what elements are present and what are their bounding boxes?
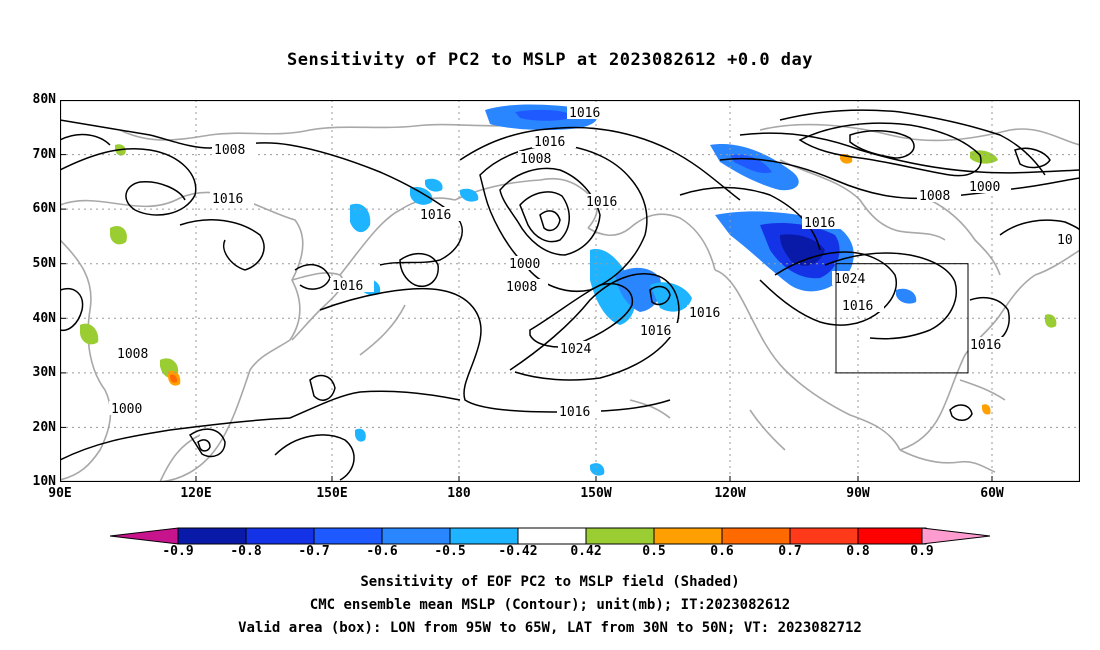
axis-ticks xyxy=(60,100,993,482)
colorbar-tick-label: -0.8 xyxy=(230,544,262,559)
colorbar-low-arrow xyxy=(110,528,178,544)
contour-label: 10 xyxy=(1057,233,1073,248)
shaded-sensitivity xyxy=(80,104,1057,476)
colorbar-cell xyxy=(381,527,451,545)
lon-label-150e: 150E xyxy=(316,486,348,501)
map-frame xyxy=(60,100,1080,482)
colorbar-tick-label: 0.5 xyxy=(642,544,666,559)
contour-label: 1008 xyxy=(520,152,551,167)
colorbar-tick-label: 0.7 xyxy=(778,544,802,559)
contour-label: 1008 xyxy=(117,347,148,362)
footer-line-1: Sensitivity of EOF PC2 to MSLP field (Sh… xyxy=(360,574,740,590)
contour-label: 1016 xyxy=(569,106,600,121)
colorbar-tick-label: 0.9 xyxy=(910,544,934,559)
contour-label: 1008 xyxy=(919,189,950,204)
contour-label: 1016 xyxy=(559,405,590,420)
lon-label-60w: 60W xyxy=(980,486,1004,501)
contour-label: 1016 xyxy=(640,324,671,339)
colorbar-tick-label: -0.5 xyxy=(434,544,466,559)
lon-label-90e: 90E xyxy=(48,486,72,501)
contour-label: 1016 xyxy=(689,306,720,321)
lon-label-120e: 120E xyxy=(180,486,212,501)
contour-label: 1016 xyxy=(586,195,617,210)
colorbar-cell xyxy=(517,527,587,545)
lat-label-80n: 80N xyxy=(32,92,56,107)
colorbar-cell xyxy=(653,527,723,545)
colorbar-tick-label: 0.6 xyxy=(710,544,734,559)
colorbar-high-arrow xyxy=(922,528,990,544)
lat-label-70n: 70N xyxy=(32,147,56,162)
plot-title: Sensitivity of PC2 to MSLP at 2023082612… xyxy=(286,50,813,70)
lon-label-120w: 120W xyxy=(714,486,746,501)
contour-label: 1024 xyxy=(560,342,591,357)
contour-label: 1008 xyxy=(506,280,537,295)
contour-label: 1000 xyxy=(509,257,540,272)
colorbar-cell xyxy=(313,527,383,545)
contour-label: 1016 xyxy=(212,192,243,207)
footer-line-2: CMC ensemble mean MSLP (Contour); unit(m… xyxy=(309,597,791,613)
lat-label-60n: 60N xyxy=(32,201,56,216)
colorbar-tick-label: -0.6 xyxy=(366,544,398,559)
colorbar-tick-label: -0.7 xyxy=(298,544,330,559)
colorbar-cell xyxy=(245,527,315,545)
contour-label: 1016 xyxy=(420,208,451,223)
lat-label-30n: 30N xyxy=(32,365,56,380)
colorbar-cells xyxy=(177,527,927,545)
footer-line-3: Valid area (box): LON from 95W to 65W, L… xyxy=(238,620,862,636)
contour-labels: 1016 1016 1008 1008 1016 1016 1016 1000 … xyxy=(109,105,1080,420)
mslp-contours xyxy=(60,109,1080,481)
lon-label-150w: 150W xyxy=(580,486,612,501)
colorbar-cell xyxy=(449,527,519,545)
contour-label: 1000 xyxy=(111,402,142,417)
contour-label: 1016 xyxy=(332,279,363,294)
contour-label: 1016 xyxy=(842,299,873,314)
colorbar-cell xyxy=(789,527,859,545)
colorbar xyxy=(110,527,991,545)
colorbar-tick-label: 0.8 xyxy=(846,544,870,559)
colorbar-tick-label: -0.9 xyxy=(162,544,194,559)
coastlines xyxy=(60,123,1080,482)
colorbar-cell xyxy=(177,527,247,545)
colorbar-tick-label: -0.42 xyxy=(498,544,538,559)
lat-label-50n: 50N xyxy=(32,256,56,271)
contour-label: 1016 xyxy=(804,216,835,231)
colorbar-cell xyxy=(857,527,927,545)
lon-label-180: 180 xyxy=(447,486,471,501)
contour-label: 1000 xyxy=(969,180,1000,195)
contour-label: 1024 xyxy=(834,272,865,287)
valid-area-box xyxy=(835,263,969,374)
map-panel: 1016 1016 1008 1008 1016 1016 1016 1000 … xyxy=(60,100,1080,482)
contour-label: 1016 xyxy=(970,338,1001,353)
contour-label: 1008 xyxy=(214,143,245,158)
colorbar-tick-label: 0.42 xyxy=(570,544,602,559)
contour-label: 1016 xyxy=(534,135,565,150)
lat-label-20n: 20N xyxy=(32,420,56,435)
colorbar-cell xyxy=(585,527,655,545)
colorbar-cell xyxy=(721,527,791,545)
lon-label-90w: 90W xyxy=(846,486,870,501)
lat-label-10n: 10N xyxy=(32,474,56,489)
lat-label-40n: 40N xyxy=(32,311,56,326)
